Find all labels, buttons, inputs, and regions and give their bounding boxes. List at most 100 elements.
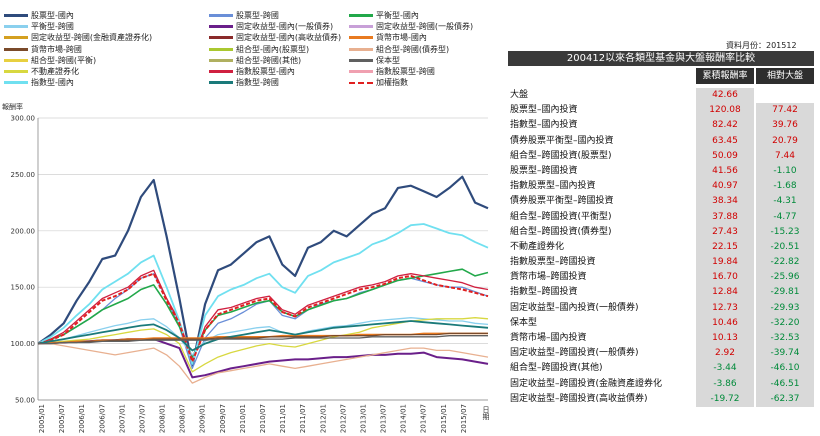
legend-label: 股票型-國內	[31, 10, 74, 21]
table-header: 累積報酬率 相對大盤	[508, 68, 814, 84]
legend-swatch	[349, 59, 373, 62]
fund-type-name: 指數股票型–跨國投資	[508, 255, 696, 270]
cumulative-return: 22.15	[696, 240, 754, 255]
legend-item: 平衡型-跨國	[4, 21, 74, 32]
table-row: 指數型–國內投資 82.42 39.76	[508, 118, 814, 133]
line-chart: 報酬率300.00250.00200.00150.00100.0050.0020…	[0, 100, 500, 436]
cumulative-return: -19.72	[696, 392, 754, 407]
legend-swatch	[209, 36, 233, 39]
x-tick-label: 2014/07	[420, 404, 428, 433]
cumulative-return: 16.70	[696, 270, 754, 285]
table-row: 貨幣市場–國內投資 10.13 -32.53	[508, 331, 814, 346]
x-tick-label: 2006/01	[78, 404, 86, 433]
fund-type-name: 貨幣市場–跨國投資	[508, 270, 696, 285]
x-tick-label: 2011/07	[299, 404, 307, 433]
x-tick-label: 2008/07	[179, 404, 187, 433]
legend-swatch	[209, 25, 233, 28]
fund-type-name: 貨幣市場–國內投資	[508, 331, 696, 346]
legend-item: 股票型-跨國	[209, 10, 279, 21]
table-row: 大盤 42.66	[508, 88, 814, 103]
cumulative-return: -3.44	[696, 361, 754, 376]
legend-swatch	[209, 81, 233, 84]
x-tick-label: 2015/07	[460, 404, 468, 433]
x-tick-label: 2009/07	[219, 404, 227, 433]
legend-swatch	[349, 70, 373, 73]
legend-item: 組合型-跨國(債券型)	[349, 44, 449, 55]
cumulative-return: 63.45	[696, 134, 754, 149]
col-header-return: 累積報酬率	[696, 68, 754, 84]
cumulative-return: 19.84	[696, 255, 754, 270]
cumulative-return: 41.56	[696, 164, 754, 179]
x-tick-label: 2006/07	[98, 404, 106, 433]
legend-label: 組合型-國內(股票型)	[236, 44, 309, 55]
legend-label: 不動產證券化	[31, 66, 79, 77]
table-row: 指數股票型–跨國投資 19.84 -22.82	[508, 255, 814, 270]
legend-swatch	[349, 48, 373, 51]
relative-to-market: -62.37	[756, 392, 814, 407]
fund-type-name: 指數型–跨國投資	[508, 285, 696, 300]
table-row: 組合型–跨國投資(平衡型) 37.88 -4.77	[508, 210, 814, 225]
legend-swatch	[209, 70, 233, 73]
cumulative-return: 12.73	[696, 301, 754, 316]
legend-label: 組合型-跨國(其他)	[236, 55, 301, 66]
legend-label: 指數股票型-國內	[236, 66, 295, 77]
legend-item: 固定收益型-國內(高收益債券)	[209, 32, 341, 43]
fund-type-name: 固定收益型–跨國投資(一般債券)	[508, 346, 696, 361]
legend-item: 股票型-國內	[4, 10, 74, 21]
y-tick-label: 300.00	[11, 115, 36, 123]
table-row: 組合型–跨國投資(債券型) 27.43 -15.23	[508, 225, 814, 240]
legend-swatch	[4, 36, 28, 39]
x-tick-label: 2012/01	[319, 404, 327, 433]
cumulative-return: 42.66	[696, 88, 754, 103]
table-row: 固定收益型–國內投資(一般債券) 12.73 -29.93	[508, 301, 814, 316]
fund-type-name: 指數型–國內投資	[508, 118, 696, 133]
legend-swatch	[4, 70, 28, 73]
relative-to-market: -20.51	[756, 240, 814, 255]
legend-swatch	[349, 82, 373, 84]
data-month-label: 資料月份：201512	[726, 40, 797, 51]
table-row: 固定收益型–跨國投資(一般債券) 2.92 -39.74	[508, 346, 814, 361]
cumulative-return: 10.13	[696, 331, 754, 346]
cumulative-return: 82.42	[696, 118, 754, 133]
relative-to-market: 20.79	[756, 134, 814, 149]
legend-swatch	[349, 36, 373, 39]
cumulative-return: 40.97	[696, 179, 754, 194]
chart-legend: 股票型-國內 股票型-跨國 平衡型-國內 平衡型-跨國 固定收益型-國內(一般債券) 固定…	[4, 10, 494, 102]
table-row: 債券股票平衡型–跨國投資 38.34 -4.31	[508, 194, 814, 209]
legend-label: 固定收益型-跨國(金融資產證券化)	[31, 32, 152, 43]
legend-label: 平衡型-跨國	[31, 21, 74, 32]
legend-label: 指數型-跨國	[236, 77, 279, 88]
legend-item: 組合型-國內(股票型)	[209, 44, 309, 55]
series-line	[38, 224, 488, 364]
legend-item: 指數型-國內	[4, 77, 74, 88]
table-row: 固定收益型–跨國投資(高收益債券) -19.72 -62.37	[508, 392, 814, 407]
legend-item: 加權指數	[349, 77, 408, 88]
legend-item: 指數型-跨國	[209, 77, 279, 88]
cumulative-return: 10.46	[696, 316, 754, 331]
legend-swatch	[209, 59, 233, 62]
fund-type-name: 固定收益型–跨國投資(金融資產證券化	[508, 377, 696, 392]
cumulative-return: 12.84	[696, 285, 754, 300]
y-tick-label: 50.00	[15, 397, 35, 405]
fund-type-name: 指數股票型–國內投資	[508, 179, 696, 194]
legend-label: 固定收益型-國內(一般債券)	[236, 21, 333, 32]
legend-swatch	[4, 25, 28, 28]
fund-type-name: 固定收益型–國內投資(一般債券)	[508, 301, 696, 316]
x-tick-label: 2008/01	[159, 404, 167, 433]
relative-to-market: -32.20	[756, 316, 814, 331]
legend-label: 指數股票型-跨國	[376, 66, 435, 77]
x-tick-label: 2014/01	[400, 404, 408, 433]
legend-label: 貨幣市場-跨國	[31, 44, 82, 55]
legend-swatch	[4, 81, 28, 84]
cumulative-return: 38.34	[696, 194, 754, 209]
table-row: 股票型–跨國投資 41.56 -1.10	[508, 164, 814, 179]
fund-type-name: 債券股票平衡型–國內投資	[508, 134, 696, 149]
legend-label: 固定收益型-國內(高收益債券)	[236, 32, 341, 43]
relative-to-market: -29.93	[756, 301, 814, 316]
fund-type-name: 組合型–跨國投資(其他)	[508, 361, 696, 376]
fund-type-name: 大盤	[508, 88, 696, 103]
relative-to-market: -39.74	[756, 346, 814, 361]
x-tick-label: 2012/07	[339, 404, 347, 433]
x-tick-label: 2007/07	[138, 404, 146, 433]
table-row: 指數股票型–國內投資 40.97 -1.68	[508, 179, 814, 194]
